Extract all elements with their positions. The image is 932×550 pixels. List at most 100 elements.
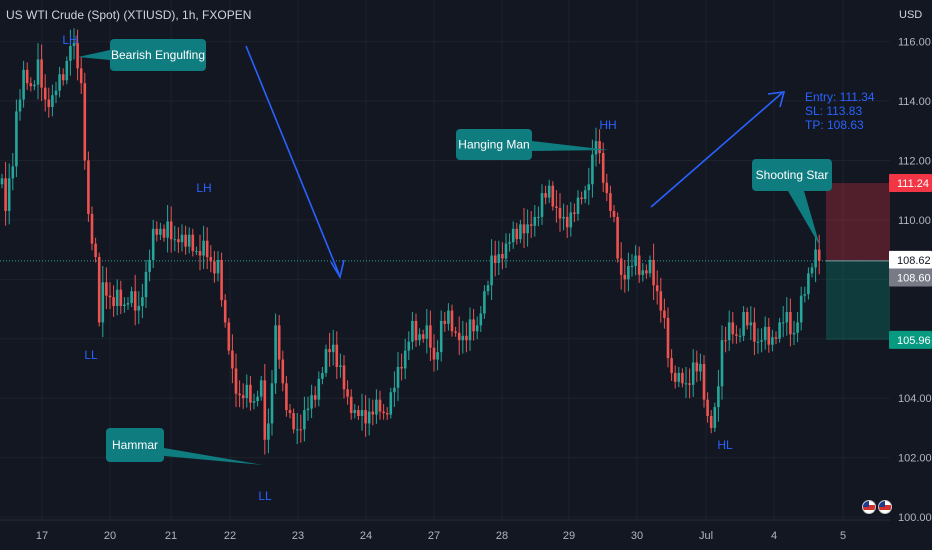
candle-up — [389, 392, 393, 415]
candle-up — [15, 111, 18, 167]
candle-down — [414, 320, 418, 341]
price-label: 105.96 — [897, 335, 931, 347]
candle-up — [51, 95, 54, 107]
callout-box — [110, 39, 206, 71]
candle-down — [472, 319, 475, 332]
symbol-title[interactable]: US WTI Crude (Spot) (XTIUSD), 1h, FXOPEN — [6, 8, 252, 22]
candle-up — [202, 240, 205, 256]
candle-up — [33, 84, 36, 87]
candle-up — [583, 190, 587, 200]
candle-up — [7, 178, 11, 211]
candle-down — [612, 210, 616, 217]
candle-up — [130, 291, 133, 304]
candle-up — [295, 429, 299, 431]
candle-down — [666, 317, 670, 359]
swing-label: HH — [599, 118, 616, 132]
candle-down — [623, 274, 627, 280]
candle-down — [25, 69, 29, 84]
candle-down — [663, 310, 666, 318]
candle-down — [601, 153, 605, 183]
candle-down — [767, 326, 771, 345]
candle-up — [519, 224, 522, 240]
candle-up — [648, 260, 652, 274]
position-note-line: TP: 108.63 — [805, 118, 864, 132]
candle-down — [688, 383, 691, 385]
candle-up — [436, 352, 439, 360]
candle-down — [94, 243, 97, 258]
candle-up — [594, 141, 598, 155]
candle-down — [169, 221, 173, 240]
candle-down — [817, 249, 821, 261]
candle-up — [497, 254, 501, 263]
candle-down — [457, 332, 461, 341]
candle-up — [547, 185, 551, 198]
position-note-line: SL: 113.83 — [805, 104, 862, 118]
candle-up — [717, 386, 720, 408]
candle-down — [789, 312, 792, 335]
y-tick-label: 104.00 — [898, 393, 932, 405]
candle-up — [526, 224, 529, 234]
candle-down — [357, 410, 360, 416]
candle-up — [418, 334, 421, 341]
callout-label: Shooting Star — [756, 168, 829, 182]
candle-down — [378, 399, 382, 412]
candle-up — [274, 325, 277, 384]
candle-up — [760, 340, 763, 342]
candle-up — [537, 216, 540, 218]
candle-up — [411, 320, 414, 342]
candle-up — [375, 399, 378, 415]
candle-down — [4, 178, 7, 211]
candle-down — [515, 228, 519, 240]
candle-down — [83, 83, 87, 161]
candle-down — [184, 234, 187, 247]
candle-down — [673, 372, 677, 382]
candle-up — [803, 294, 807, 296]
candle-down — [61, 74, 65, 81]
candle-up — [115, 289, 119, 307]
candle-up — [339, 365, 342, 367]
candle-down — [706, 399, 709, 416]
up-trend-arrow-head — [767, 91, 786, 108]
callout-label: Bearish Engulfing — [111, 48, 205, 62]
price-label: 108.62 — [897, 255, 931, 267]
candle-down — [371, 411, 375, 415]
y-tick-label: 102.00 — [898, 453, 932, 465]
candle-up — [353, 410, 357, 414]
candle-down — [753, 322, 756, 342]
swing-label: LH — [196, 181, 211, 195]
price-label-box — [889, 268, 932, 287]
candle-up — [504, 243, 508, 259]
candle-down — [645, 270, 648, 274]
candle-up — [792, 332, 796, 335]
candle-up — [756, 341, 760, 343]
take-profit-zone — [826, 260, 890, 340]
callout-label: Hanging Man — [458, 138, 529, 152]
candle-up — [166, 221, 169, 238]
candle-down — [198, 251, 202, 256]
candle-up — [407, 341, 411, 351]
candle-up — [331, 344, 335, 353]
candle-down — [43, 87, 47, 100]
candle-up — [778, 322, 781, 339]
callout-pointer — [532, 141, 609, 151]
candle-down — [619, 258, 623, 275]
candle-up — [483, 291, 486, 314]
candle-up — [486, 285, 490, 292]
candle-up — [54, 90, 58, 96]
candle-up — [360, 410, 364, 416]
candle-up — [562, 216, 565, 219]
candle-down — [313, 395, 317, 400]
candle-down — [87, 160, 90, 214]
candle-up — [763, 326, 767, 341]
candle-down — [191, 234, 195, 252]
candle-down — [695, 362, 699, 372]
candle-down — [580, 197, 583, 200]
candle-up — [126, 303, 130, 305]
position-note-line: Entry: 111.34 — [805, 90, 875, 104]
x-tick-label: 20 — [104, 530, 116, 542]
candle-up — [216, 260, 220, 274]
candle-down — [745, 312, 749, 326]
candle-up — [270, 383, 274, 424]
